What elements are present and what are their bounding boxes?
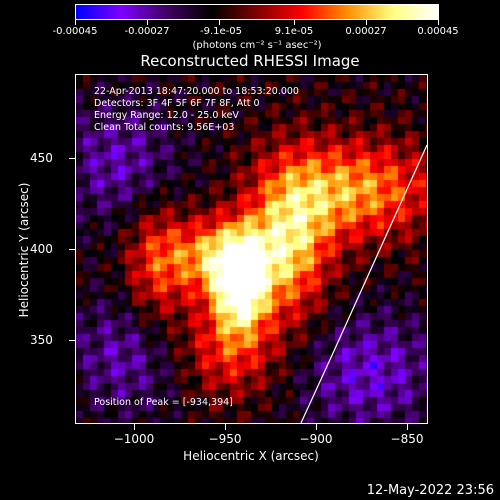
y-tick-label: 400 — [30, 242, 53, 256]
image-plot-area — [75, 74, 428, 424]
reconstructed-image — [76, 75, 427, 423]
info-detectors: Detectors: 3F 4F 5F 6F 7F 8F, Att 0 — [94, 98, 260, 109]
y-tick-label: 450 — [30, 151, 53, 165]
y-tick — [69, 158, 75, 159]
x-tick — [225, 424, 226, 430]
colorbar-tick — [75, 20, 76, 25]
x-tick-label: −950 — [208, 432, 242, 446]
colorbar-tick-label: 0.00045 — [417, 26, 459, 37]
colorbar-tick — [366, 20, 367, 25]
info-energy-range: Energy Range: 12.0 - 25.0 keV — [94, 110, 239, 121]
plot-title: Reconstructed RHESSI Image — [140, 52, 360, 70]
y-tick — [69, 340, 75, 341]
x-tick — [316, 424, 317, 430]
y-tick-label: 350 — [30, 333, 53, 347]
x-tick-label: −900 — [299, 432, 333, 446]
y-tick — [69, 249, 75, 250]
colorbar-tick-label: -0.00045 — [52, 26, 98, 37]
info-time-range: 22-Apr-2013 18:47:20.000 to 18:53:20.000 — [94, 86, 299, 97]
x-axis-title: Heliocentric X (arcsec) — [183, 449, 319, 463]
timestamp: 12-May-2022 23:56 — [366, 483, 494, 498]
colorbar-tick-label: 0.00027 — [345, 26, 387, 37]
colorbar — [75, 4, 439, 20]
y-axis-title: Heliocentric Y (arcsec) — [17, 182, 31, 318]
x-tick-label: −1000 — [113, 432, 155, 446]
colorbar-unit-label: (photons cm⁻² s⁻¹ asec⁻²) — [192, 40, 322, 51]
colorbar-tick-label: -9.1e-05 — [200, 26, 242, 37]
colorbar-tick — [219, 20, 220, 25]
colorbar-tick — [294, 20, 295, 25]
solar-limb-line — [300, 144, 427, 423]
colorbar-tick — [147, 20, 148, 25]
x-tick — [407, 424, 408, 430]
colorbar-tick — [438, 20, 439, 25]
x-tick — [134, 424, 135, 430]
solar-limb-overlay — [300, 144, 427, 423]
colorbar-gradient — [76, 5, 438, 19]
info-clean-counts: Clean Total counts: 9.56E+03 — [94, 122, 235, 133]
x-tick-label: −850 — [390, 432, 424, 446]
colorbar-tick-label: 9.1e-05 — [274, 26, 314, 37]
colorbar-tick-label: -0.00027 — [124, 26, 170, 37]
peak-position-label: Position of Peak = [-934,394] — [94, 397, 233, 408]
